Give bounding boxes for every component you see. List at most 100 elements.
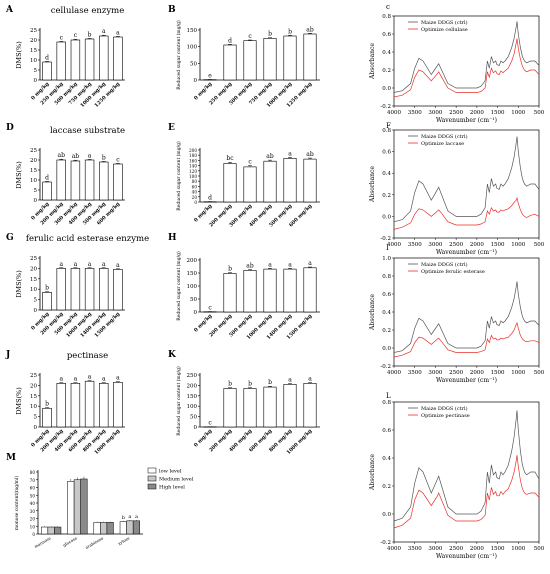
y-tick-label: 5 bbox=[34, 298, 38, 304]
y-tick-label: 15 bbox=[30, 277, 37, 283]
significance-letter: a bbox=[74, 376, 78, 383]
panel-letter: B bbox=[168, 5, 176, 15]
y-tick-label: 140 bbox=[189, 164, 197, 169]
x-tick-label: arabinose bbox=[84, 535, 104, 550]
panel-title: pectinase bbox=[67, 351, 108, 361]
x-axis-label: Wavenumber (cm⁻¹) bbox=[436, 553, 497, 560]
series-line bbox=[393, 455, 540, 529]
y-tick-label: 0.8 bbox=[382, 14, 391, 20]
bar bbox=[243, 270, 257, 313]
bar bbox=[113, 36, 123, 81]
x-tick-label: 500 bbox=[534, 546, 545, 552]
panel-letter: I bbox=[386, 244, 389, 252]
significance-letter: a bbox=[102, 376, 106, 383]
bar bbox=[113, 381, 123, 428]
y-tick-label: 160 bbox=[189, 158, 197, 163]
bar bbox=[99, 383, 109, 428]
x-tick-label: 4000 bbox=[387, 110, 401, 116]
x-tick-label: 1500 bbox=[491, 546, 505, 552]
x-tick-label: 3000 bbox=[428, 110, 442, 116]
panel-letter: H bbox=[168, 233, 177, 243]
panel-title: cellulase enzyme bbox=[51, 6, 124, 16]
y-tick-label: 20 bbox=[30, 517, 36, 522]
x-tick-label: 4000 bbox=[387, 370, 401, 376]
bar bbox=[84, 380, 95, 428]
bar bbox=[283, 158, 297, 203]
y-tick-label: 0.8 bbox=[382, 128, 391, 134]
significance-letter: ab bbox=[58, 152, 66, 159]
significance-letter: d bbox=[228, 37, 232, 44]
y-axis-label: DMS(%) bbox=[15, 41, 23, 69]
x-tick-label: 2500 bbox=[449, 242, 463, 248]
x-tick-label: 3000 bbox=[428, 370, 442, 376]
bar bbox=[56, 159, 66, 201]
y-tick-label: 30 bbox=[30, 509, 36, 514]
significance-letter: a bbox=[102, 28, 106, 35]
y-tick-label: 60 bbox=[192, 184, 198, 189]
series-line bbox=[393, 281, 540, 353]
bar bbox=[283, 268, 297, 313]
significance-letter: b bbox=[288, 28, 292, 35]
y-axis-label: Absorbance bbox=[369, 166, 376, 203]
significance-letter: c bbox=[208, 420, 212, 427]
y-tick-label: 150 bbox=[187, 28, 198, 34]
y-axis-label: Absorbance bbox=[369, 454, 376, 491]
x-tick-label: 2000 bbox=[470, 546, 484, 552]
y-tick-label: 1.0 bbox=[382, 256, 391, 262]
y-tick-label: 200 bbox=[187, 383, 198, 389]
bar bbox=[54, 526, 62, 535]
bar bbox=[113, 269, 123, 311]
x-tick-label: 1500 bbox=[491, 242, 505, 248]
bar bbox=[80, 478, 88, 535]
significance-letter: a bbox=[88, 152, 92, 159]
significance-letter: a bbox=[308, 260, 312, 267]
y-tick-label: 20 bbox=[30, 266, 37, 272]
legend-swatch bbox=[147, 467, 157, 474]
panel-k: K 0 50 100 150 200 250 Reduced sugar content (m… bbox=[168, 350, 320, 456]
significance-letter: b bbox=[228, 266, 232, 273]
x-tick-label: 500 bbox=[534, 370, 545, 376]
x-tick-label: 3500 bbox=[408, 242, 422, 248]
bar bbox=[106, 522, 114, 535]
y-tick-label: 0 bbox=[34, 198, 38, 204]
panel-letter: J bbox=[5, 350, 10, 360]
y-tick-label: 0.4 bbox=[382, 171, 391, 177]
legend-label: Maize DDGS (ctrl) bbox=[421, 19, 468, 26]
significance-letter: a bbox=[116, 262, 120, 269]
significance-letter: a bbox=[288, 261, 292, 268]
significance-letter: b bbox=[45, 285, 49, 292]
bar bbox=[70, 268, 81, 311]
x-tick-label: 500 bbox=[534, 242, 545, 248]
bar bbox=[263, 160, 277, 203]
bar bbox=[263, 268, 277, 313]
x-tick-label: 1000 bbox=[511, 546, 525, 552]
y-tick-label: 0.6 bbox=[382, 32, 391, 38]
y-tick-label: 20 bbox=[192, 195, 198, 200]
y-tick-label: 200 bbox=[189, 148, 197, 153]
legend-label: Maize DDGS (ctrl) bbox=[421, 133, 468, 140]
y-tick-label: 50 bbox=[190, 415, 197, 421]
x-tick-label: 1500 bbox=[491, 370, 505, 376]
significance-letter: b bbox=[45, 401, 49, 408]
y-tick-label: 0 bbox=[34, 425, 38, 431]
panel-m: M 0 10 20 30 40 50 60 70 80 monose content(mg/ml) b… bbox=[6, 453, 194, 550]
y-tick-label: 0.6 bbox=[382, 428, 391, 434]
x-tick-label: 3500 bbox=[408, 370, 422, 376]
significance-letter: bc bbox=[226, 155, 234, 162]
bar bbox=[70, 160, 81, 201]
significance-letter: d bbox=[45, 174, 49, 181]
bar bbox=[99, 268, 109, 311]
significance-letter: b bbox=[122, 515, 125, 521]
legend-swatch bbox=[147, 475, 157, 482]
bar bbox=[263, 386, 277, 428]
bar bbox=[243, 388, 257, 428]
bar bbox=[243, 40, 257, 81]
y-tick-label: 0.2 bbox=[382, 193, 391, 199]
y-tick-label: 80 bbox=[30, 470, 36, 475]
bar bbox=[132, 520, 140, 535]
significance-letter: a bbox=[59, 261, 63, 268]
significance-letter: a bbox=[288, 377, 292, 384]
bar bbox=[303, 33, 317, 81]
